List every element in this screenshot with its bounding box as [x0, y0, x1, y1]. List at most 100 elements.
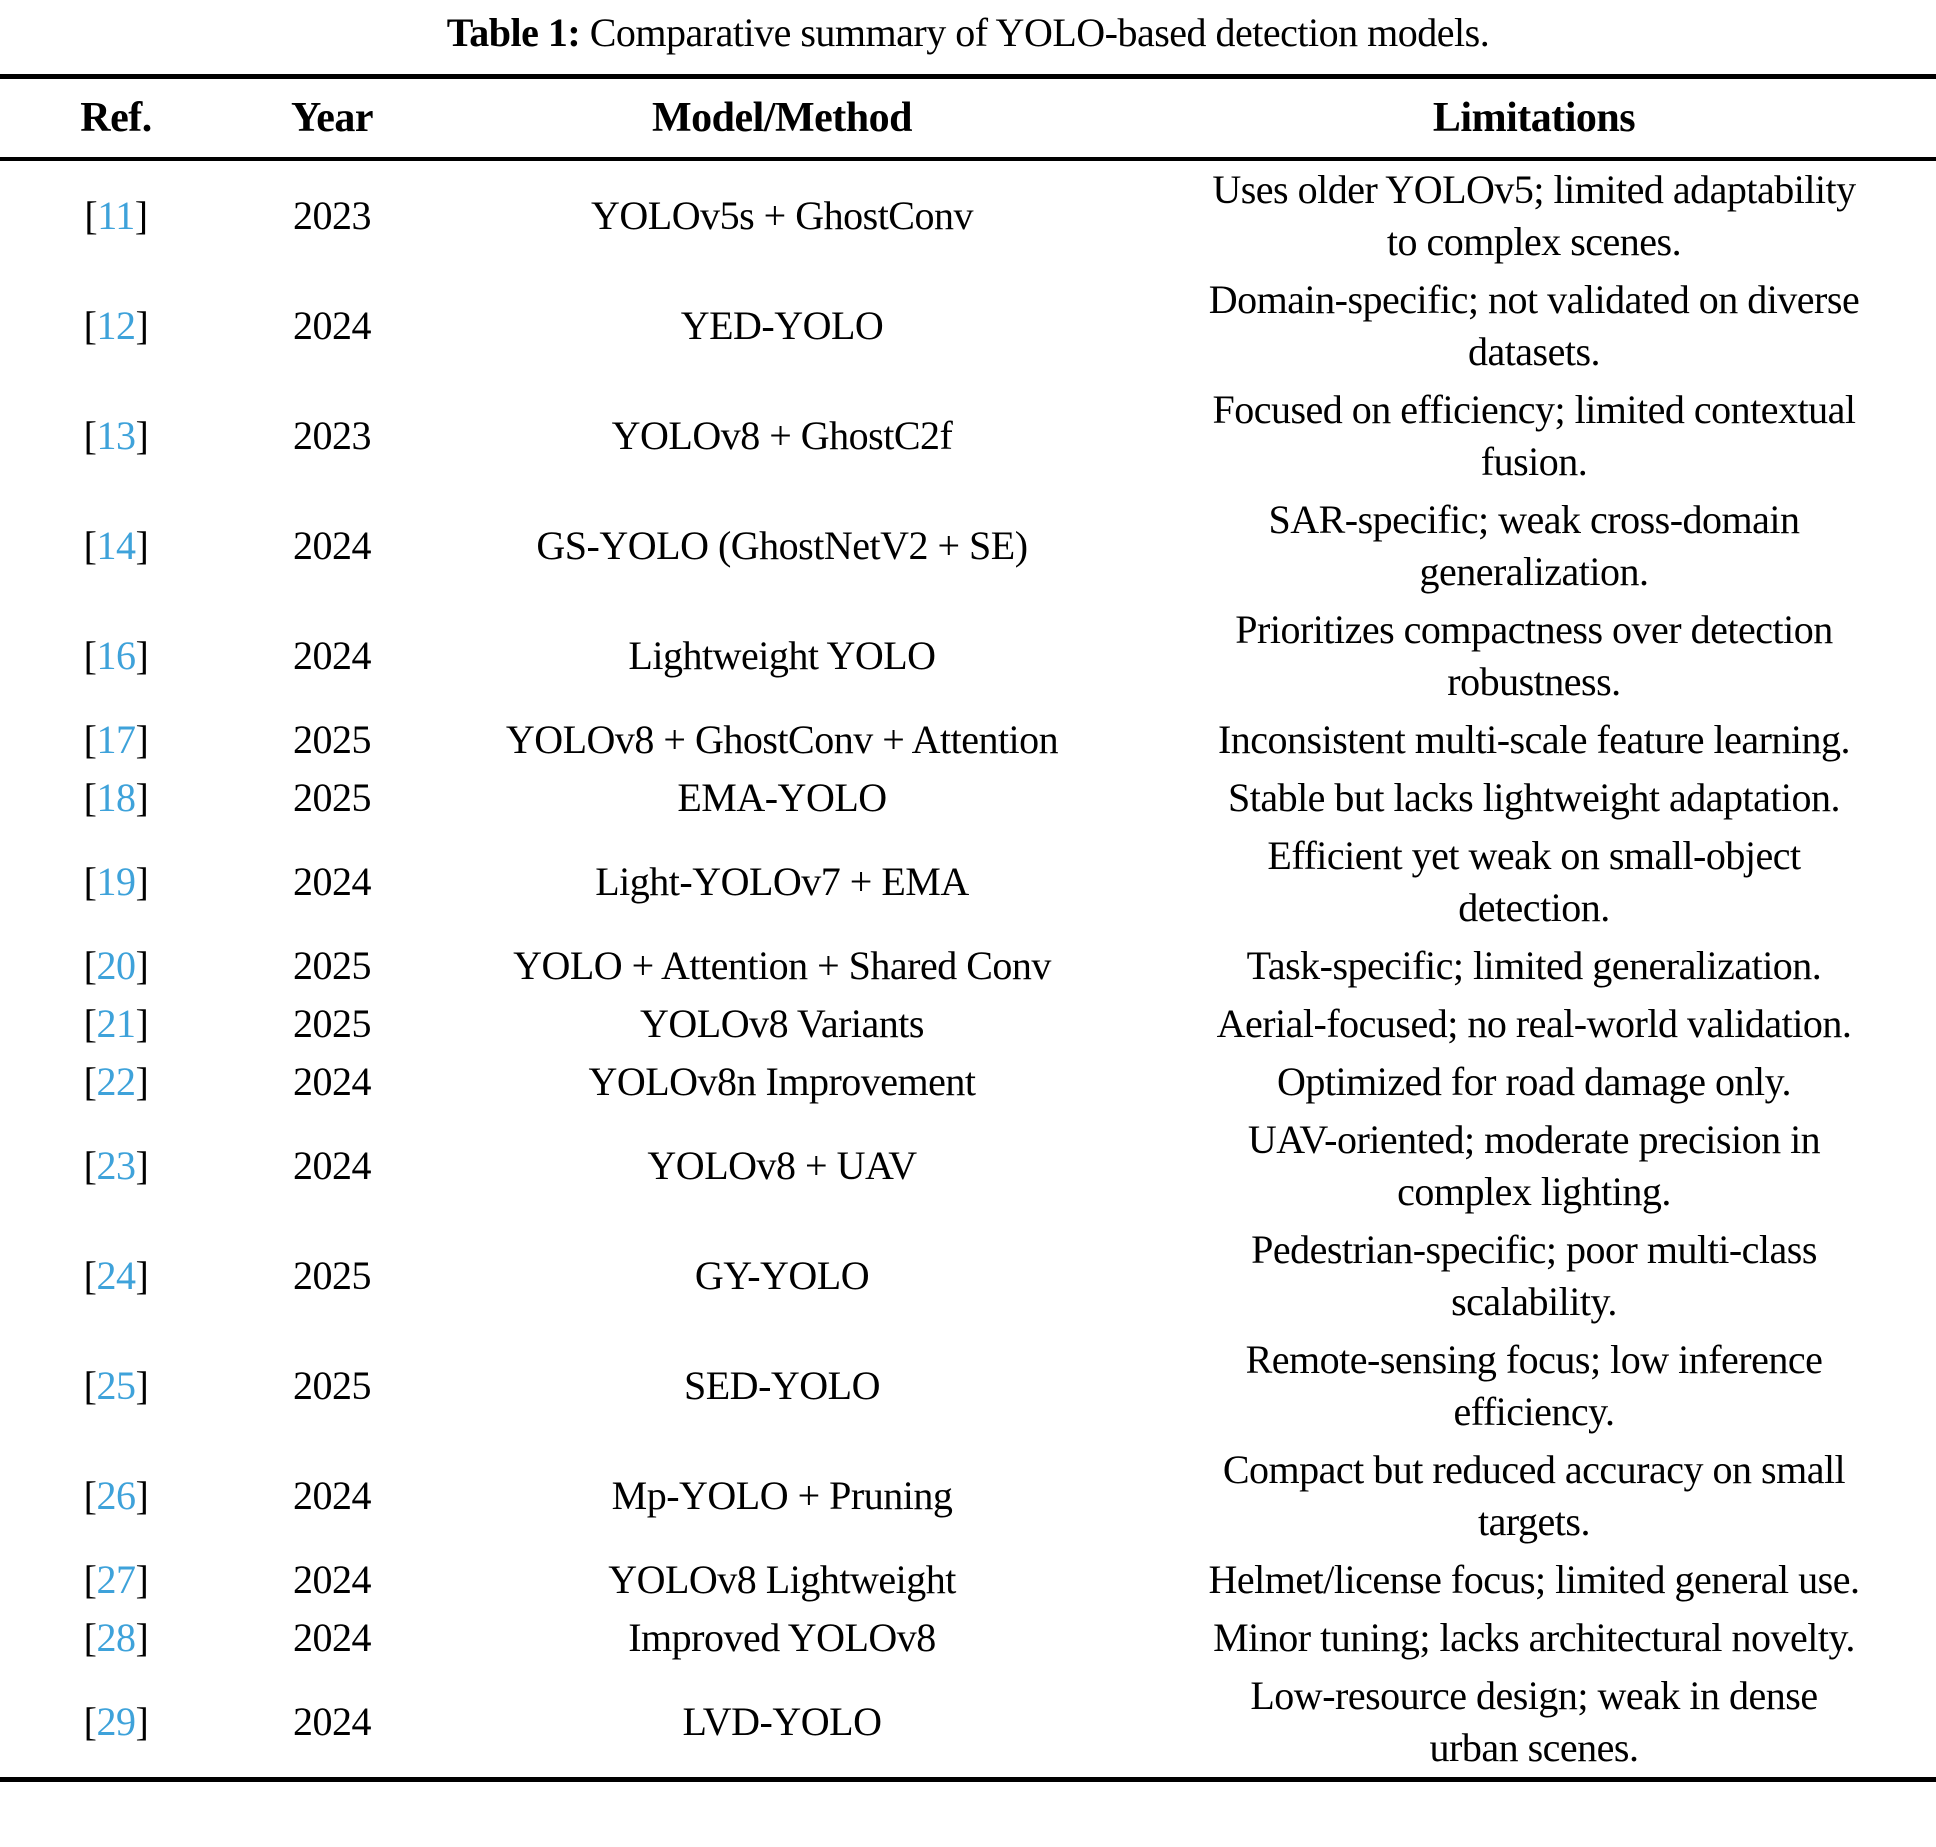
limitations-text: Uses older YOLOv5; limited adaptability … [1212, 167, 1856, 264]
limitations-text: Minor tuning; lacks architectural novelt… [1213, 1615, 1855, 1660]
citation-link[interactable]: [27] [83, 1557, 149, 1602]
year-cell: 2024 [293, 1143, 372, 1188]
citation-link[interactable]: [26] [83, 1473, 149, 1518]
limitations-text: Compact but reduced accuracy on small ta… [1222, 1447, 1846, 1544]
model-cell: YOLOv8 + GhostC2f [611, 413, 953, 458]
limitations-cell: Stable but lacks lightweight adaptation. [1132, 769, 1936, 827]
limitations-cell: Pedestrian-specific; poor multi-class sc… [1132, 1221, 1936, 1331]
table-row: [25] 2025 SED-YOLO Remote-sensing focus; lo… [0, 1331, 1936, 1441]
citation-link[interactable]: [23] [83, 1143, 149, 1188]
citation-number: 16 [96, 633, 137, 678]
limitations-cell: Remote-sensing focus; low inference effi… [1132, 1331, 1936, 1441]
limitations-text: Aerial-focused; no real-world validation… [1216, 1001, 1852, 1046]
citation-link[interactable]: [17] [83, 717, 149, 762]
citation-number: 19 [96, 859, 137, 904]
citation-link[interactable]: [11] [84, 193, 148, 238]
table-row: [17] 2025 YOLOv8 + GhostConv + Attention In… [0, 711, 1936, 769]
limitations-text: SAR-specific; weak cross-domain generali… [1268, 497, 1800, 594]
limitations-cell: Minor tuning; lacks architectural novelt… [1132, 1609, 1936, 1667]
citation-link[interactable]: [18] [83, 775, 149, 820]
ref-cell: [29] [0, 1667, 232, 1780]
limitations-text: Stable but lacks lightweight adaptation. [1227, 775, 1841, 820]
limitations-cell: Efficient yet weak on small-object detec… [1132, 827, 1936, 937]
model-cell: YOLOv5s + GhostConv [591, 193, 973, 238]
citation-link[interactable]: [14] [83, 523, 149, 568]
limitations-text: Prioritizes compactness over detection r… [1235, 607, 1833, 704]
ref-cell: [19] [0, 827, 232, 937]
citation-number: 17 [96, 717, 137, 762]
citation-number: 13 [96, 413, 137, 458]
ref-cell: [17] [0, 711, 232, 769]
table-row: [19] 2024 Light-YOLOv7 + EMA Efficient yet … [0, 827, 1936, 937]
table-row: [18] 2025 EMA-YOLO Stable but lacks lightwe… [0, 769, 1936, 827]
limitations-text: Inconsistent multi-scale feature learnin… [1217, 717, 1851, 762]
citation-link[interactable]: [19] [83, 859, 149, 904]
ref-cell: [13] [0, 381, 232, 491]
limitations-text: Focused on efficiency; limited contextua… [1212, 387, 1856, 484]
limitations-cell: Optimized for road damage only. [1132, 1053, 1936, 1111]
citation-link[interactable]: [28] [83, 1615, 149, 1660]
citation-number: 29 [96, 1699, 137, 1744]
citation-link[interactable]: [29] [83, 1699, 149, 1744]
citation-link[interactable]: [25] [83, 1363, 149, 1408]
year-cell: 2025 [293, 775, 372, 820]
limitations-text: Domain-specific; not validated on divers… [1208, 277, 1860, 374]
table-caption-text: Comparative summary of YOLO-based detect… [589, 10, 1490, 55]
table-row: [20] 2025 YOLO + Attention + Shared Conv Ta… [0, 937, 1936, 995]
ref-cell: [11] [0, 159, 232, 271]
citation-number: 12 [96, 303, 137, 348]
year-cell: 2024 [293, 1473, 372, 1518]
citation-number: 20 [96, 943, 137, 988]
citation-link[interactable]: [22] [83, 1059, 149, 1104]
year-cell: 2024 [293, 303, 372, 348]
ref-cell: [23] [0, 1111, 232, 1221]
citation-number: 14 [96, 523, 137, 568]
citation-number: 26 [96, 1473, 137, 1518]
year-cell: 2024 [293, 1557, 372, 1602]
limitations-cell: UAV-oriented; moderate precision in comp… [1132, 1111, 1936, 1221]
table-row: [12] 2024 YED-YOLO Domain-specific; not val… [0, 271, 1936, 381]
citation-link[interactable]: [24] [83, 1253, 149, 1298]
limitations-cell: SAR-specific; weak cross-domain generali… [1132, 491, 1936, 601]
limitations-cell: Focused on efficiency; limited contextua… [1132, 381, 1936, 491]
table-row: [28] 2024 Improved YOLOv8 Minor tuning; lac… [0, 1609, 1936, 1667]
limitations-text: Efficient yet weak on small-object detec… [1267, 833, 1801, 930]
model-cell: Improved YOLOv8 [628, 1615, 936, 1660]
limitations-cell: Prioritizes compactness over detection r… [1132, 601, 1936, 711]
citation-link[interactable]: [12] [83, 303, 149, 348]
model-cell: YOLOv8n Improvement [588, 1059, 976, 1104]
citation-link[interactable]: [13] [83, 413, 149, 458]
ref-cell: [21] [0, 995, 232, 1053]
model-cell: GY-YOLO [694, 1253, 870, 1298]
table-row: [13] 2023 YOLOv8 + GhostC2f Focused on effi… [0, 381, 1936, 491]
ref-cell: [25] [0, 1331, 232, 1441]
model-cell: YOLOv8 Lightweight [608, 1557, 956, 1602]
table-row: [16] 2024 Lightweight YOLO Prioritizes comp… [0, 601, 1936, 711]
model-cell: YOLOv8 + UAV [647, 1143, 917, 1188]
limitations-text: Remote-sensing focus; low inference effi… [1245, 1337, 1823, 1434]
year-cell: 2025 [293, 1253, 372, 1298]
citation-number: 23 [96, 1143, 137, 1188]
table-caption: Table 1: Comparative summary of YOLO-bas… [0, 8, 1936, 58]
ref-cell: [16] [0, 601, 232, 711]
header-year: Year [291, 95, 373, 141]
model-cell: Light-YOLOv7 + EMA [595, 859, 969, 904]
citation-number: 27 [96, 1557, 137, 1602]
model-cell: GS-YOLO (GhostNetV2 + SE) [536, 523, 1028, 568]
citation-link[interactable]: [20] [83, 943, 149, 988]
citation-link[interactable]: [16] [83, 633, 149, 678]
year-cell: 2024 [293, 1615, 372, 1660]
table-row: [14] 2024 GS-YOLO (GhostNetV2 + SE) SAR-spe… [0, 491, 1936, 601]
year-cell: 2023 [293, 193, 372, 238]
ref-cell: [12] [0, 271, 232, 381]
citation-number: 11 [97, 193, 135, 238]
citation-number: 22 [96, 1059, 137, 1104]
header-model: Model/Method [652, 95, 912, 141]
year-cell: 2023 [293, 413, 372, 458]
citation-link[interactable]: [21] [83, 1001, 149, 1046]
limitations-text: UAV-oriented; moderate precision in comp… [1247, 1117, 1821, 1214]
year-cell: 2024 [293, 633, 372, 678]
year-cell: 2024 [293, 1699, 372, 1744]
ref-cell: [24] [0, 1221, 232, 1331]
